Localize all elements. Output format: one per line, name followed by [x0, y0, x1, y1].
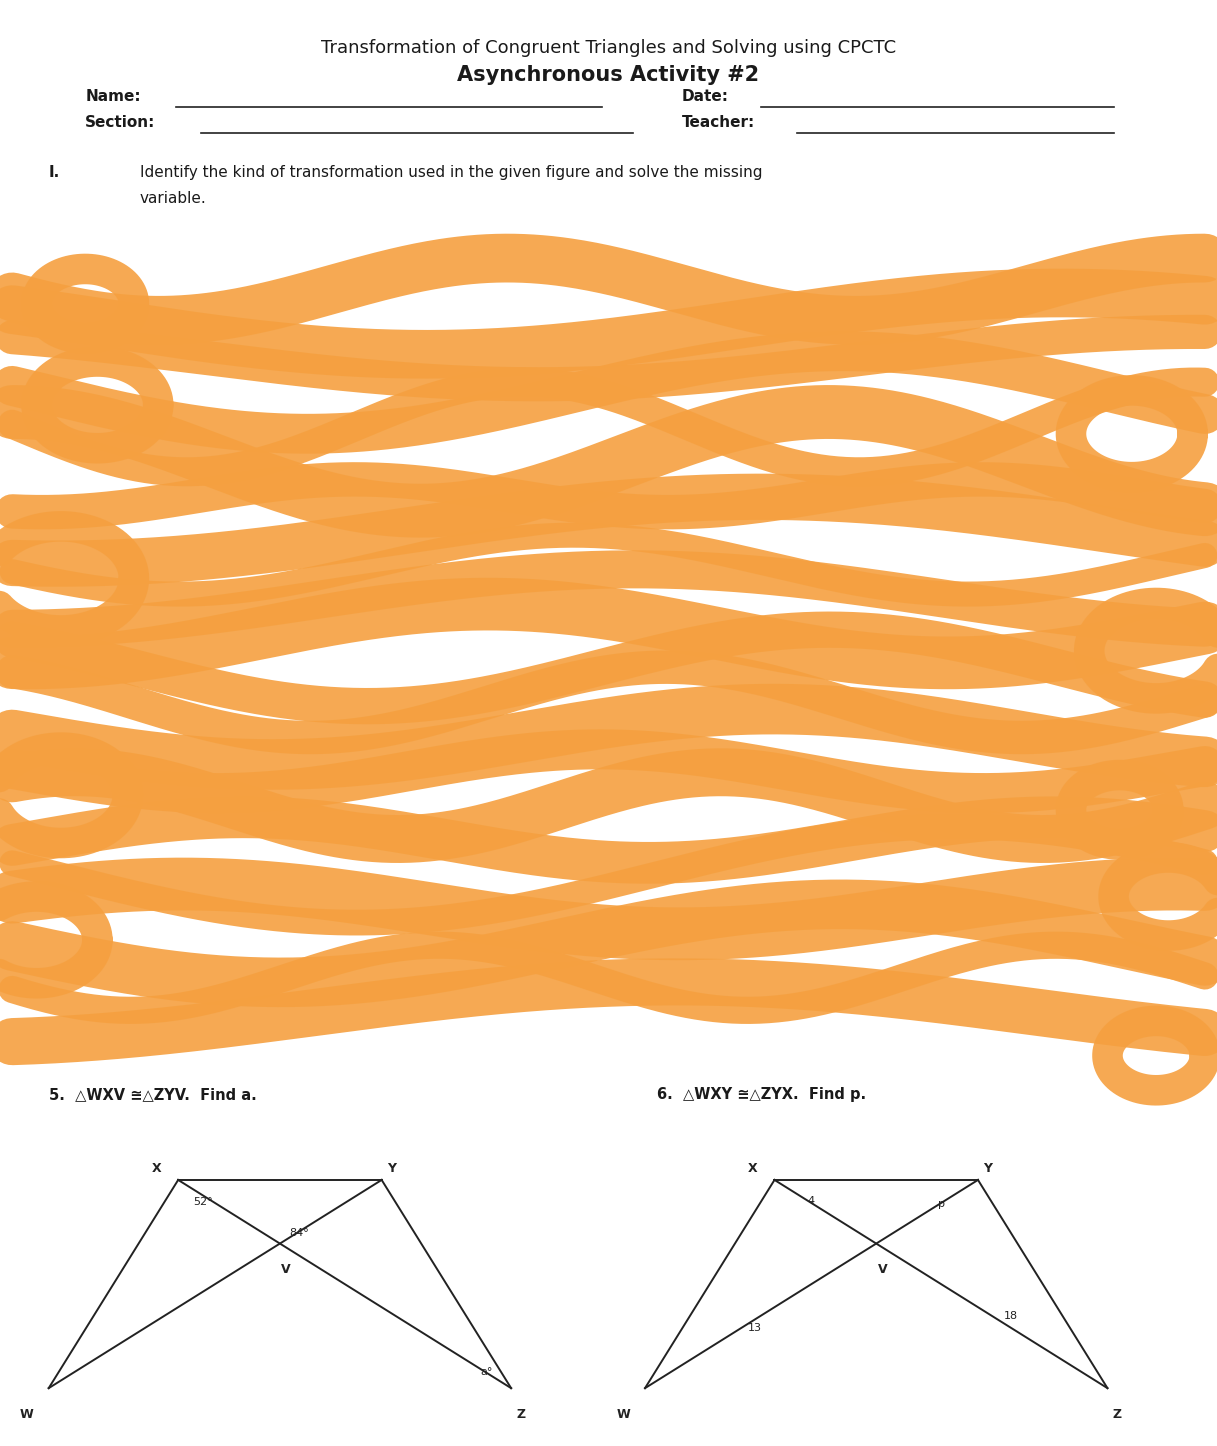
- Text: I.: I.: [49, 165, 60, 179]
- Text: Z: Z: [1112, 1408, 1122, 1420]
- Text: 4: 4: [807, 1196, 814, 1206]
- Text: Y: Y: [983, 1163, 992, 1174]
- Text: a°: a°: [481, 1366, 493, 1377]
- Text: Name:: Name:: [85, 90, 141, 104]
- Text: W: W: [19, 1408, 34, 1420]
- Text: 84°: 84°: [290, 1228, 309, 1238]
- Text: Y: Y: [387, 1163, 396, 1174]
- Text: variable.: variable.: [140, 191, 207, 205]
- Text: X: X: [151, 1163, 161, 1174]
- Text: Date:: Date:: [682, 90, 729, 104]
- Text: Identify the kind of transformation used in the given figure and solve the missi: Identify the kind of transformation used…: [140, 165, 763, 179]
- Text: X: X: [747, 1163, 757, 1174]
- Text: Transformation of Congruent Triangles and Solving using CPCTC: Transformation of Congruent Triangles an…: [321, 39, 896, 56]
- Text: W: W: [616, 1408, 630, 1420]
- Text: Section:: Section:: [85, 116, 156, 130]
- Text: 5.  △WXV ≅△ZYV.  Find a.: 5. △WXV ≅△ZYV. Find a.: [49, 1087, 257, 1102]
- Text: p: p: [938, 1199, 946, 1209]
- Text: 18: 18: [1004, 1312, 1019, 1320]
- Text: 52°: 52°: [192, 1197, 213, 1207]
- Text: 13: 13: [747, 1323, 762, 1333]
- Text: Teacher:: Teacher:: [682, 116, 755, 130]
- Text: Asynchronous Activity #2: Asynchronous Activity #2: [458, 65, 759, 85]
- Text: V: V: [281, 1264, 291, 1275]
- Text: V: V: [877, 1264, 887, 1275]
- Text: 6.  △WXY ≅△ZYX.  Find p.: 6. △WXY ≅△ZYX. Find p.: [657, 1087, 867, 1102]
- Text: Z: Z: [516, 1408, 526, 1420]
